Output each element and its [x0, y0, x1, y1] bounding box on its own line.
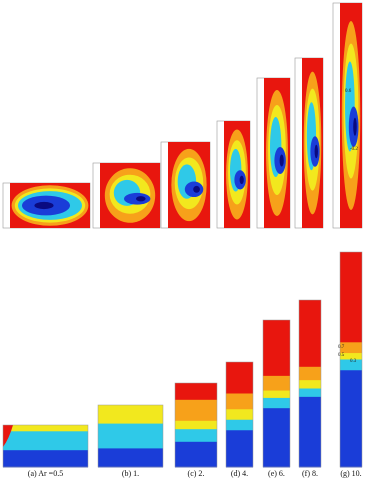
panel-frame	[225, 361, 254, 468]
temperature-band	[226, 430, 253, 468]
panel-frame	[262, 319, 291, 468]
caption: (e) 6.	[268, 469, 285, 478]
temperature-band	[263, 408, 290, 468]
caption: (g) 10.	[340, 469, 361, 478]
temperature-band	[340, 353, 362, 360]
caption: (b) 1.	[122, 469, 139, 478]
temperature-band	[263, 320, 290, 377]
temperature-band	[226, 409, 253, 421]
contour	[353, 117, 357, 136]
contour-label: 0.7	[338, 345, 345, 350]
temperature-band	[226, 362, 253, 394]
contour-label: 0.5	[338, 353, 345, 358]
temperature-band	[175, 399, 217, 422]
caption: (a) Ar =0.5	[28, 469, 63, 478]
temperature-band	[263, 375, 290, 392]
temperature-band	[175, 383, 217, 401]
contour	[239, 175, 244, 185]
temperature-band	[340, 342, 362, 354]
temperature-band	[340, 252, 362, 343]
contour	[279, 154, 284, 167]
temperature-band	[226, 393, 253, 410]
temperature-band	[98, 423, 163, 449]
temperature-band	[299, 388, 321, 398]
caption: (c) 2.	[188, 469, 205, 478]
temperature-band	[299, 380, 321, 390]
temperature-band	[263, 397, 290, 409]
caption: (f) 8.	[302, 469, 318, 478]
contour-label: 0.6	[345, 89, 352, 94]
temperature-band	[340, 359, 362, 371]
contour-label: 0.3	[350, 359, 357, 364]
temperature-band	[98, 405, 163, 425]
contour	[3, 425, 13, 447]
temperature-band	[3, 431, 88, 451]
panel-frame	[97, 404, 164, 468]
panel-frame	[339, 251, 363, 468]
panel-frame	[2, 424, 89, 468]
temperature-band	[175, 429, 217, 443]
panel-frame	[298, 299, 322, 468]
caption: (d) 4.	[231, 469, 248, 478]
contour-label: -0.2	[350, 147, 358, 152]
temperature-band	[98, 448, 163, 468]
contour	[34, 201, 54, 210]
temperature-band	[175, 441, 217, 468]
panel-frame	[174, 382, 218, 468]
temperature-band	[175, 420, 217, 430]
contour	[136, 196, 146, 202]
contour	[193, 185, 200, 193]
temperature-band	[263, 390, 290, 399]
temperature-band	[299, 396, 321, 468]
temperature-band	[3, 425, 88, 432]
temperature-band	[226, 419, 253, 431]
contour	[314, 144, 318, 159]
temperature-band	[3, 450, 88, 468]
temperature-band	[299, 300, 321, 368]
temperature-band	[340, 370, 362, 468]
temperature-band	[299, 366, 321, 381]
